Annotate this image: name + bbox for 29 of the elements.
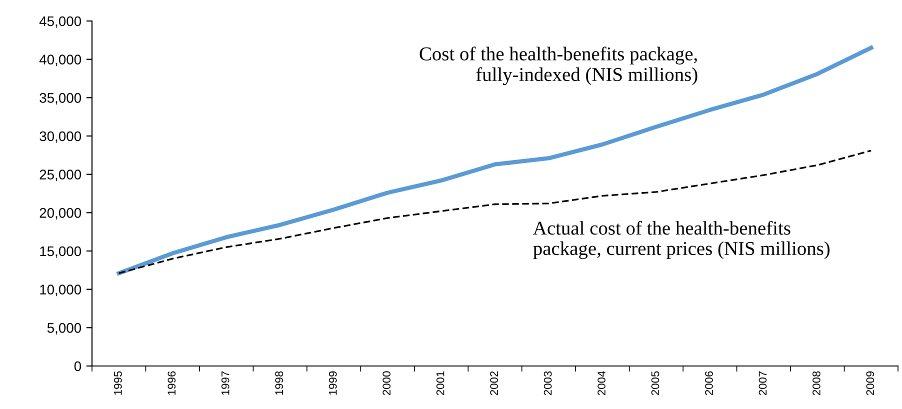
x-tick-label: 2003 [544, 371, 552, 396]
annotation: Actual cost of the health-benefits package, current prices (NIS millions) [533, 220, 830, 260]
y-tick-label: 30,000 [40, 131, 82, 143]
line-series [118, 150, 872, 274]
y-tick-label: 10,000 [40, 284, 82, 296]
annotation: Cost of the health-benefits package, fully-indexed (NIS millions) [420, 46, 698, 86]
x-tick-label: 1995 [114, 371, 122, 395]
x-tick-label: 1997 [221, 371, 230, 395]
y-tick-label: 45,000 [39, 16, 82, 28]
x-tick-label: 2000 [382, 371, 391, 396]
x-tick-label: 1996 [168, 371, 176, 395]
y-tick-label: 20,000 [40, 208, 82, 220]
y-tick-label: 5,000 [47, 323, 82, 334]
y-tick-label: 0 [74, 361, 82, 372]
x-tick-label: 2004 [598, 371, 606, 396]
line-series [116, 46, 874, 276]
x-tick-label: 2008 [812, 371, 820, 396]
y-tick-label: 35,000 [40, 93, 82, 104]
x-tick-label: 1998 [275, 371, 284, 395]
x-tick-label: 2001 [436, 371, 444, 396]
x-tick-label: 2006 [705, 371, 713, 396]
x-tick-label: 2005 [651, 371, 660, 396]
x-tick-label: 2002 [490, 371, 498, 396]
y-tick-label: 15,000 [40, 246, 82, 258]
y-tick-label: 40,000 [39, 54, 82, 66]
x-tick-label: 2007 [758, 371, 767, 396]
x-tick-label: 1999 [328, 371, 337, 395]
x-tick-label: 2009 [866, 371, 874, 396]
y-tick-label: 25,000 [40, 170, 82, 182]
